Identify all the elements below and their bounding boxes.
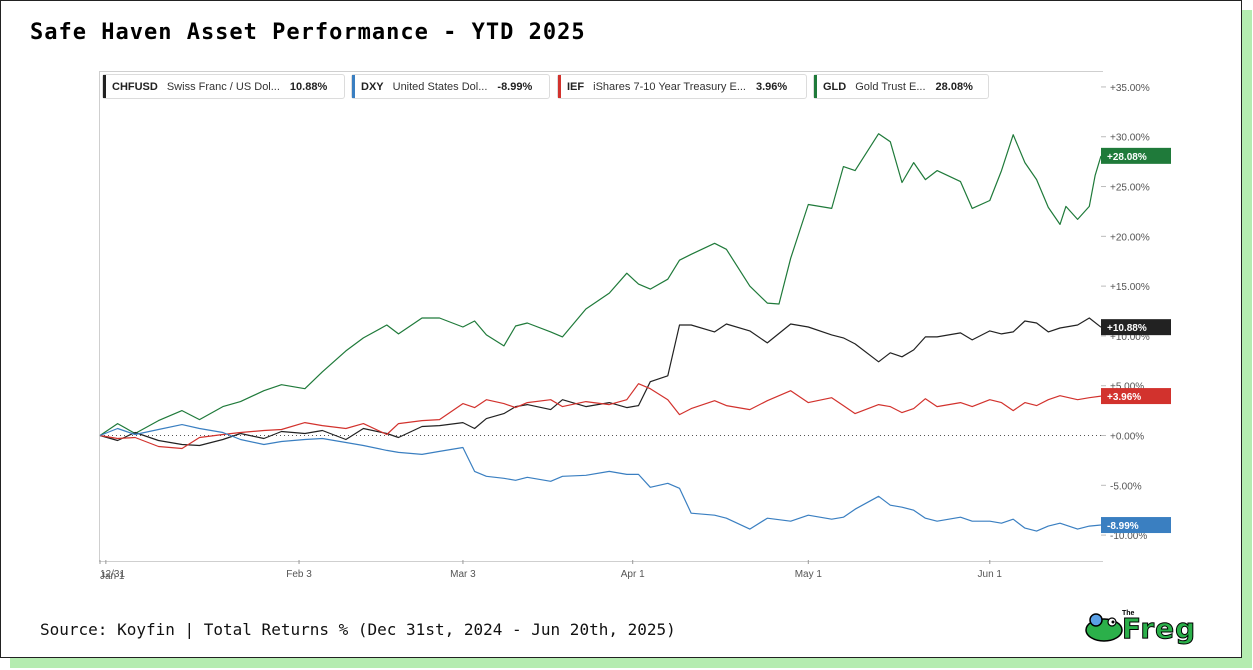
legend-value: 3.96% [756,80,788,93]
y-tick-label: +30.00% [1110,133,1150,144]
legend-value: -8.99% [497,80,533,93]
legend-value: 10.88% [289,80,328,93]
y-tick-label: +20.00% [1110,232,1150,243]
figure-frame [0,0,1242,658]
legend-item-ief[interactable]: IEF iShares 7-10 Year Treasury E... 3.96… [557,74,807,99]
y-tick-label: +10.00% [1110,332,1150,343]
legend-ticker: CHFUSD [112,80,158,93]
x-tick-label: Apr 1 [621,569,645,580]
end-label-dxy: -8.99% [1101,517,1171,534]
series-line-gld [99,133,1102,436]
end-label-text: +3.96% [1107,392,1141,403]
legend-value: 28.08% [935,80,973,93]
frog-logo-icon [1085,613,1123,642]
end-label-box [1101,388,1171,405]
end-label-chfusd: +10.88% [1101,319,1171,336]
x-tick-label: 12/31 [100,569,125,580]
legend-item-chfusd[interactable]: CHFUSD Swiss Franc / US Dol... 10.88% [102,74,345,99]
legend-item-dxy[interactable]: DXY United States Dol... -8.99% [351,74,550,99]
end-label-gld: +28.08% [1101,147,1171,164]
y-tick-label: -10.00% [1110,531,1147,542]
y-tick-label: +5.00% [1110,382,1144,393]
legend-ticker: DXY [361,80,384,93]
series-line-dxy [99,424,1102,532]
legend-item-gld[interactable]: GLD Gold Trust E... 28.08% [813,74,989,99]
x-tick-label: Mar 3 [450,569,476,580]
end-label-box [1101,517,1171,534]
legend-name: United States Dol... [392,80,488,93]
end-label-text: +28.08% [1107,152,1147,163]
x-tick-label: May 1 [795,569,823,580]
end-label-text: -8.99% [1107,521,1139,532]
legend-ticker: IEF [567,80,585,93]
legend-name: Swiss Franc / US Dol... [166,80,280,93]
logo-small-text: The [1122,610,1135,617]
end-label-box [1101,319,1171,336]
y-tick-label: +15.00% [1110,282,1150,293]
logo-wordmark: Freg [1121,612,1197,646]
legend-swatch [814,75,817,98]
source-note: Source: Koyfin | Total Returns % (Dec 31… [40,620,676,639]
series-line-ief [99,383,1102,450]
legend-name: iShares 7-10 Year Treasury E... [593,80,746,93]
legend-swatch [558,75,561,98]
y-tick-label: +35.00% [1110,83,1150,94]
legend-swatch [103,75,106,98]
x-tick-label: Jun 1 [978,569,1003,580]
y-tick-label: -5.00% [1110,481,1142,492]
end-label-ief: +3.96% [1101,388,1171,405]
x-tick-label: Feb 3 [286,569,312,580]
end-label-text: +10.88% [1107,323,1147,334]
legend-swatch [352,75,355,98]
plot-area [99,71,1103,562]
y-tick-label: +0.00% [1110,432,1144,443]
end-label-box [1101,147,1171,164]
series-line-chfusd [99,317,1102,447]
legend-name: Gold Trust E... [855,80,926,93]
y-tick-label: +25.00% [1110,183,1150,194]
x-tick-label: Jan 1 [100,571,125,582]
legend-ticker: GLD [823,80,847,93]
chart-title: Safe Haven Asset Performance - YTD 2025 [30,20,586,45]
